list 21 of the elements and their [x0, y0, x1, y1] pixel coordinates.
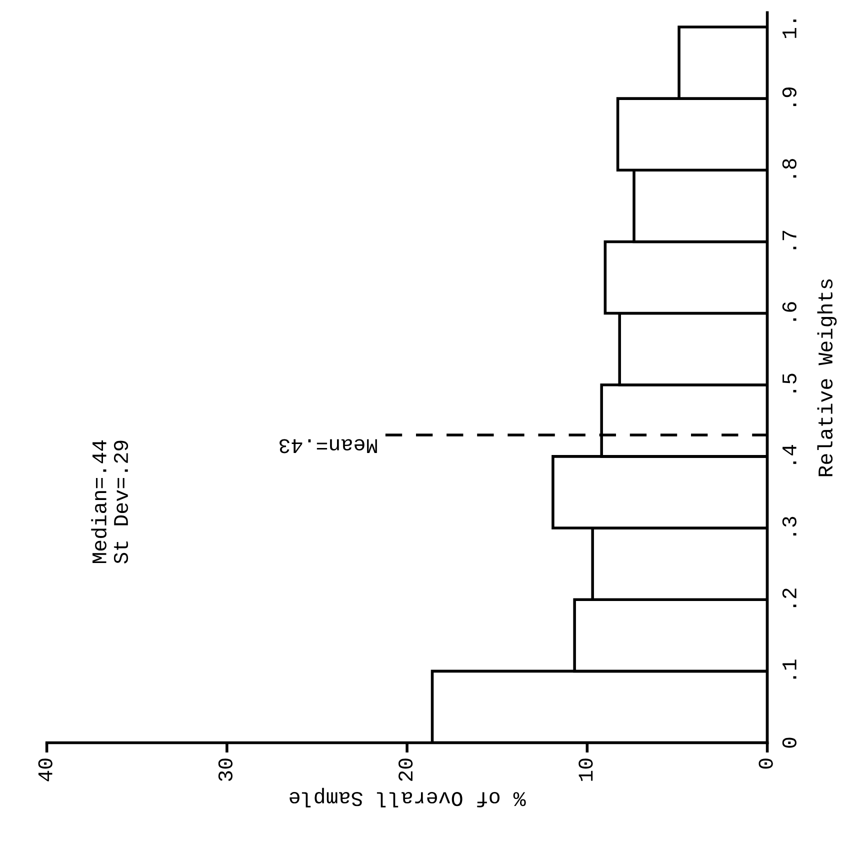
- x-tick-label: 30: [218, 758, 233, 782]
- y-tick-label: .8: [782, 159, 796, 178]
- y-tick-label: .1: [782, 660, 796, 679]
- y-tick-label: .4: [782, 445, 796, 464]
- y-tick-label: .2: [782, 588, 796, 608]
- x-tick-label: 0: [758, 758, 773, 769]
- annotation: St Dev=.29: [114, 440, 128, 564]
- ref-line-label: Mean=.43: [280, 439, 377, 454]
- y-tick-label: .5: [782, 374, 796, 392]
- x-tick-label: 40: [38, 758, 52, 782]
- y-tick-label: .6: [782, 302, 796, 321]
- y-tick-label: 0: [782, 738, 796, 748]
- y-tick-label: .9: [782, 88, 796, 106]
- x-axis-title: % of Overall Sample: [290, 788, 526, 808]
- y-tick-label: .7: [782, 230, 796, 250]
- x-tick-label: 20: [398, 758, 413, 781]
- annotation: Median=.44: [91, 440, 107, 564]
- y-tick-label: .3: [782, 516, 796, 536]
- x-tick-label: 10: [578, 758, 593, 781]
- y-axis-title: Relative Weights: [817, 279, 837, 476]
- y-tick-label: 1.: [782, 20, 796, 38]
